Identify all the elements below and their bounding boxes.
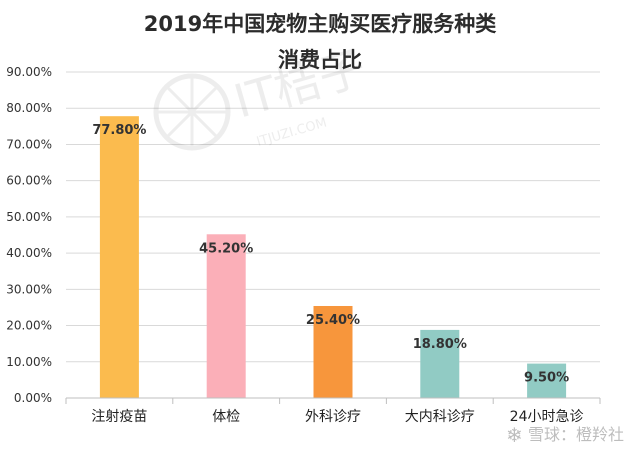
y-tick-label: 10.00% xyxy=(6,355,52,369)
data-label: 9.50% xyxy=(524,371,569,386)
x-category-label: 24小时急诊 xyxy=(510,409,584,425)
x-category-label: 体检 xyxy=(212,409,240,425)
y-tick-label: 70.00% xyxy=(6,137,52,151)
chart-title-line-1: 2019年中国宠物主购买医疗服务种类 xyxy=(143,12,497,36)
watermark-logo: IT桔子 ITJUZI.COM xyxy=(153,40,372,151)
bars xyxy=(99,116,567,399)
y-tick-label: 50.00% xyxy=(6,210,52,224)
x-category-label: 注射疫苗 xyxy=(91,409,147,425)
data-label: 25.40% xyxy=(306,313,360,328)
x-category-label: 外科诊疗 xyxy=(305,409,361,425)
chart-title: 2019年中国宠物主购买医疗服务种类 消费占比 xyxy=(0,6,640,78)
y-tick-label: 30.00% xyxy=(6,282,52,296)
data-labels: 77.80% 45.20% 25.40% 18.80% 9.50% xyxy=(92,123,569,385)
chart-title-line-2: 消费占比 xyxy=(278,48,362,72)
corner-watermark: ❄ 雪球：橙羚社 xyxy=(506,423,624,447)
y-tick-label: 90.00% xyxy=(6,65,52,79)
x-axis-category-labels: 注射疫苗 体检 外科诊疗 大内科诊疗 24小时急诊 xyxy=(91,409,583,425)
data-label: 45.20% xyxy=(199,241,253,256)
y-tick-label: 80.00% xyxy=(6,101,52,115)
y-tick-label: 20.00% xyxy=(6,319,52,333)
corner-watermark-text: 雪球：橙羚社 xyxy=(528,425,624,444)
y-tick-label: 40.00% xyxy=(6,246,52,260)
bar-2 xyxy=(206,234,246,398)
y-axis-tick-labels: 0.00% 10.00% 20.00% 30.00% 40.00% 50.00% 60.00… xyxy=(6,65,52,405)
x-axis-tick-marks xyxy=(65,398,601,404)
y-tick-label: 60.00% xyxy=(6,174,52,188)
bar-4 xyxy=(420,329,460,398)
bar-1 xyxy=(99,116,139,399)
data-label: 18.80% xyxy=(413,337,467,352)
watermark-orange-icon xyxy=(153,73,231,151)
bar-3 xyxy=(313,305,353,398)
y-tick-label: 0.00% xyxy=(14,391,52,405)
grid-lines xyxy=(66,71,600,363)
data-label: 77.80% xyxy=(92,123,146,138)
watermark-brand-text: IT桔子 xyxy=(228,40,371,129)
snowball-logo-icon: ❄ xyxy=(506,423,523,447)
bar-5 xyxy=(527,363,567,398)
x-category-label: 大内科诊疗 xyxy=(405,409,475,425)
